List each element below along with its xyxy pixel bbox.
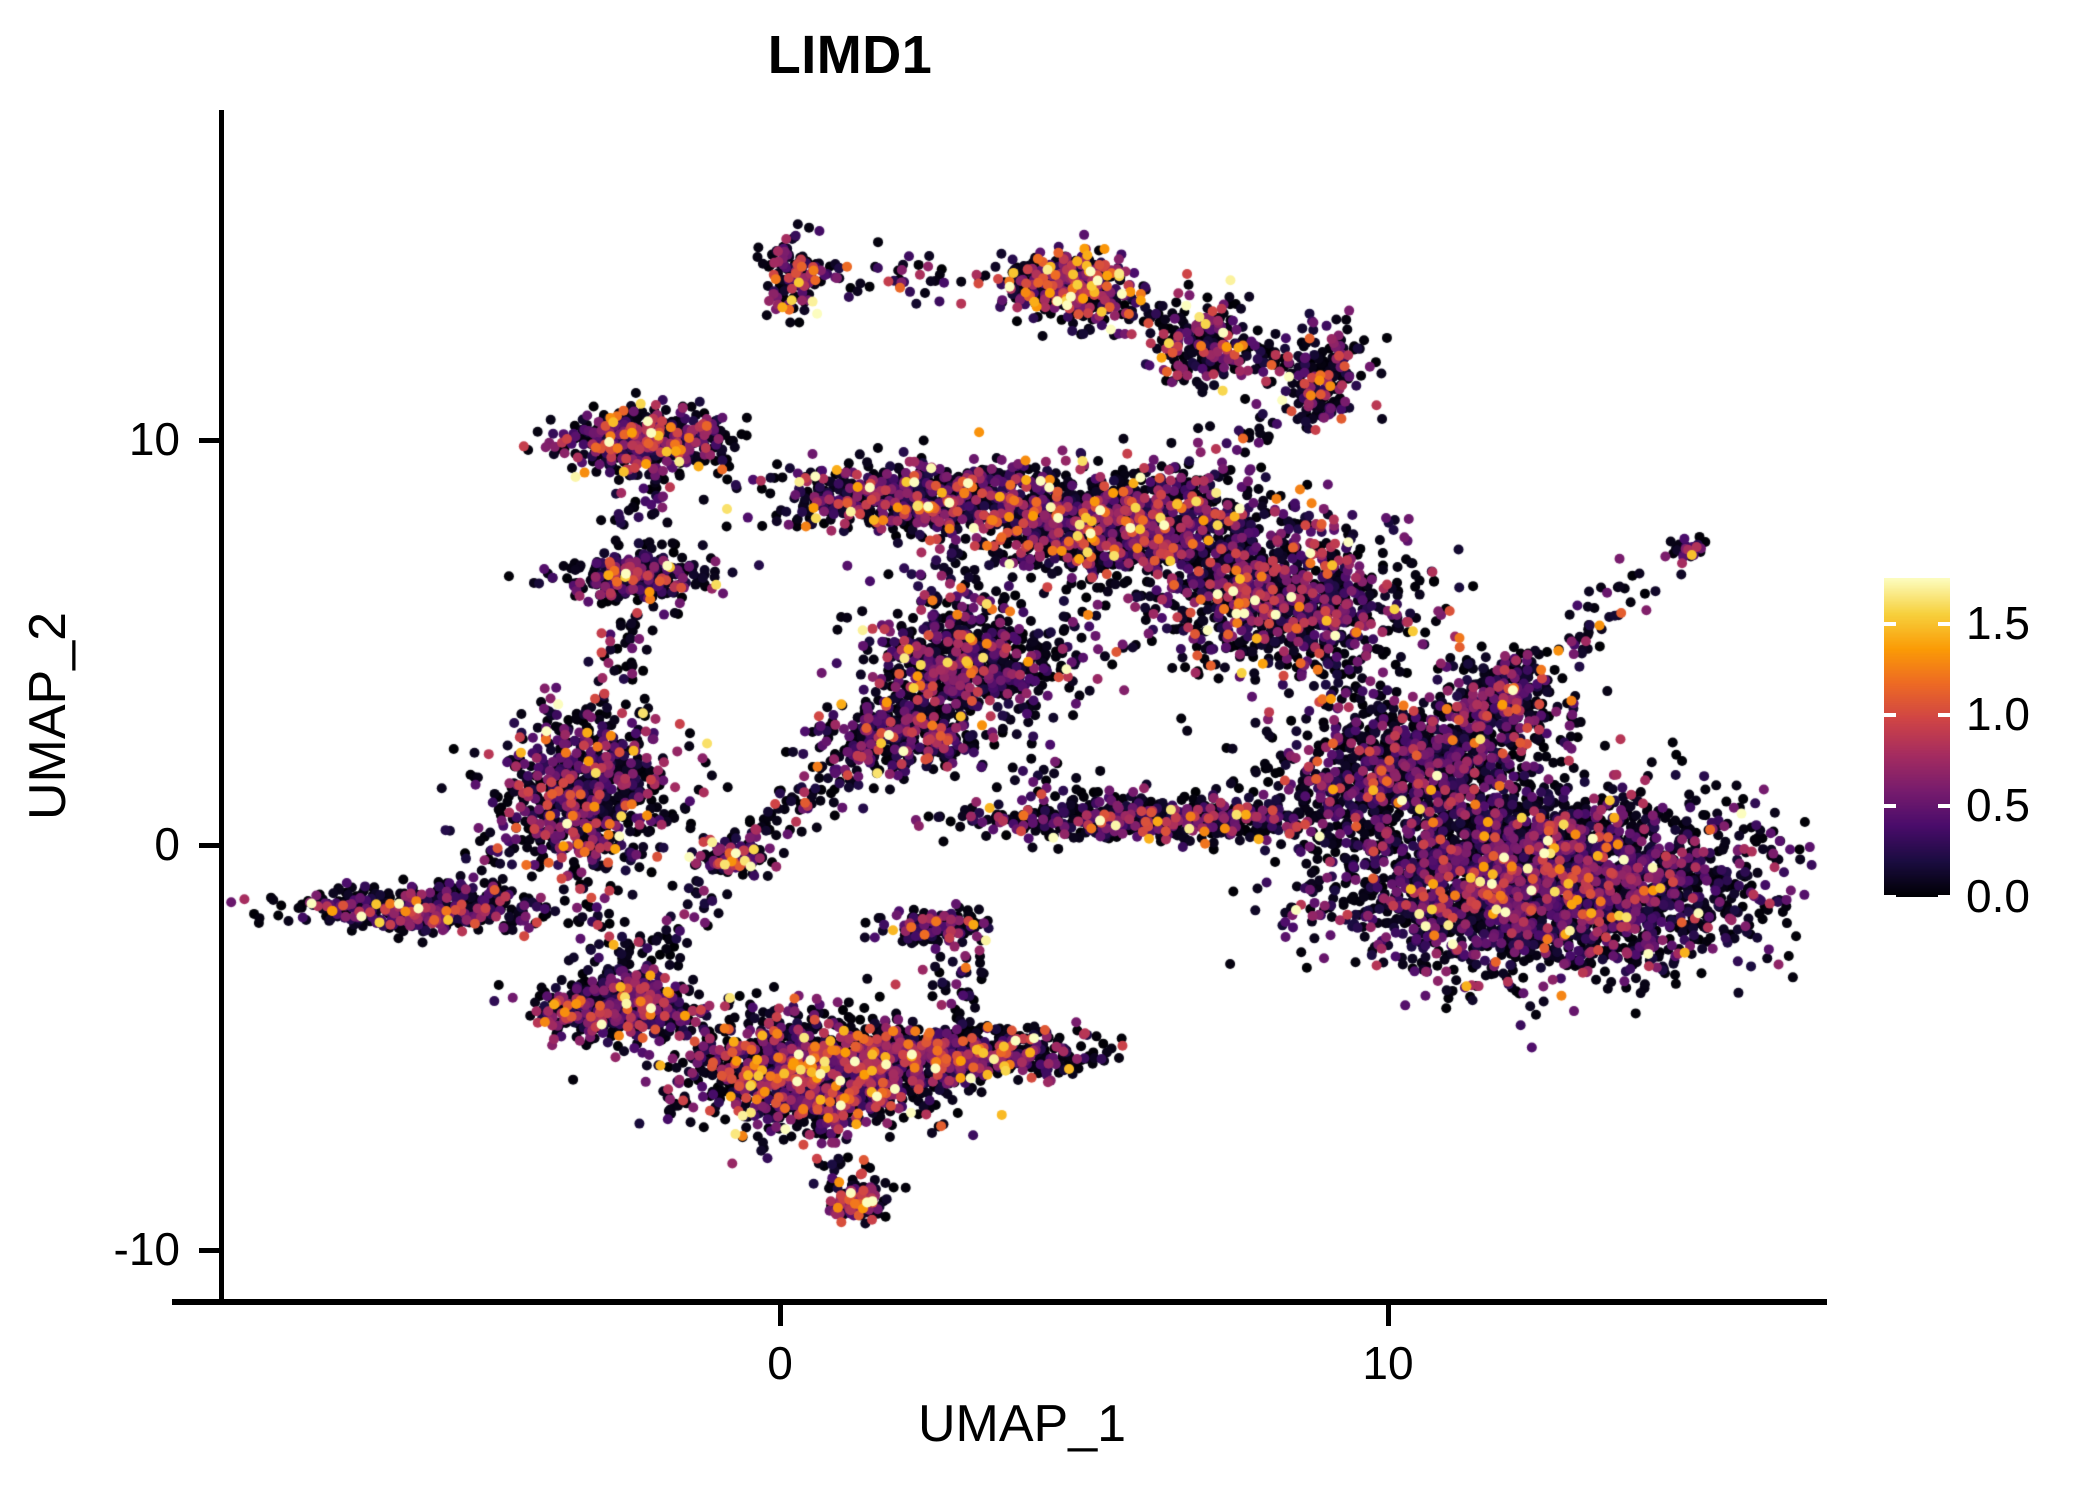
y-axis-title: UMAP_2 [19,611,77,821]
y-axis-tick-mark [199,843,221,848]
x-axis-tick-label: 0 [767,1337,793,1389]
x-axis-line [172,1299,1827,1305]
y-axis-tick-label: -10 [113,1223,180,1275]
x-axis-title: UMAP_1 [917,1395,1127,1453]
colorbar-tick-label: 0.0 [1966,870,2030,922]
colorbar-tick-mark [1938,895,1950,899]
y-axis-tick-label: 0 [154,818,180,870]
colorbar-tick-mark [1938,621,1950,626]
colorbar-tick-label: 1.0 [1966,687,2030,740]
y-axis-tick-mark [199,438,221,443]
y-axis-line [219,110,224,1305]
colorbar-tick-mark [1884,803,1896,808]
color-legend[interactable]: 1.5 1.0 0.5 0.0 [1884,578,2084,919]
colorbar-tick-mark [1884,621,1896,626]
colorbar-tick-mark [1884,895,1896,899]
x-axis-tick-label: 10 [1362,1337,1414,1389]
colorbar-gradient [1884,578,1950,897]
y-axis-tick-mark [199,1248,221,1253]
y-axis-tick-label: 10 [128,413,180,465]
scatter-points-canvas [222,110,1822,1302]
colorbar-tick-label: 1.5 [1966,596,2030,649]
colorbar-tick-mark [1938,712,1950,717]
scatter-plot-panel[interactable] [222,110,1822,1302]
colorbar-tick-mark [1884,712,1896,717]
page-title: LIMD1 [767,25,933,85]
x-axis-tick-mark [778,1304,783,1326]
colorbar-tick-label: 0.5 [1966,778,2030,831]
colorbar-tick-mark [1938,803,1950,808]
x-axis-tick-mark [1386,1304,1391,1326]
